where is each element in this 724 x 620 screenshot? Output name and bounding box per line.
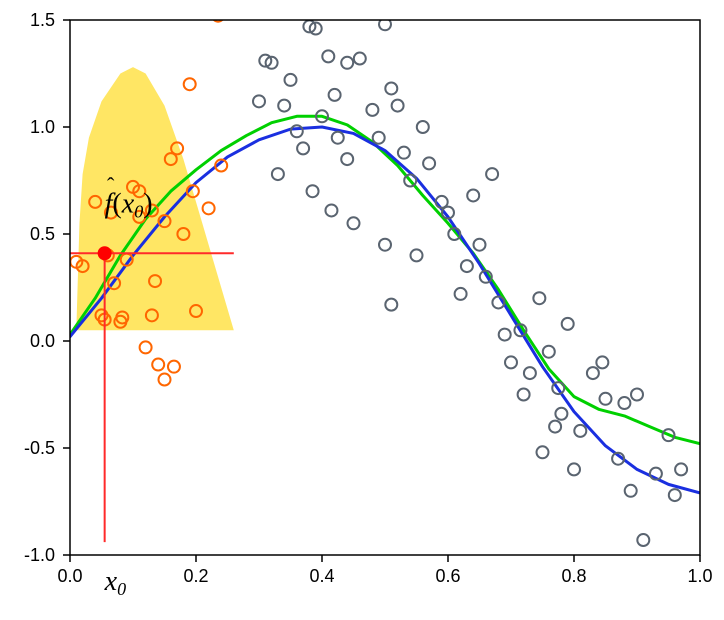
y-tick-label: 0.5 [30,224,55,244]
y-tick-label: -1.0 [24,545,55,565]
kernel-regression-chart: 0.00.20.40.60.81.0-1.0-0.50.00.51.01.5ˆf… [0,0,724,620]
y-tick-label: 1.5 [30,10,55,30]
x-tick-label: 0.8 [561,566,586,586]
x-tick-label: 0.0 [57,566,82,586]
x-tick-label: 1.0 [687,566,712,586]
y-tick-label: -0.5 [24,438,55,458]
x-tick-label: 0.2 [183,566,208,586]
x-tick-label: 0.6 [435,566,460,586]
y-tick-label: 1.0 [30,117,55,137]
svg-text:f(x0): f(x0) [105,189,153,222]
x-tick-label: 0.4 [309,566,334,586]
y-tick-label: 0.0 [30,331,55,351]
fhat-point [98,246,112,260]
